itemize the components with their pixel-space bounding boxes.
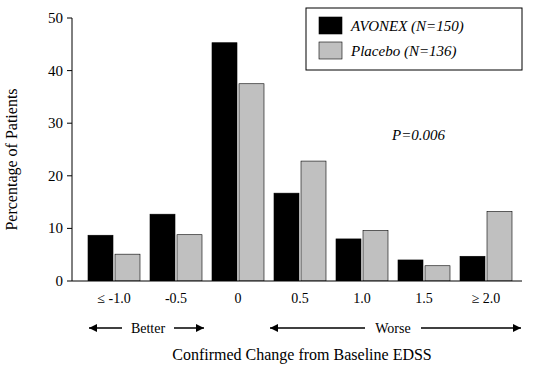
- legend-box: [306, 8, 522, 70]
- bar: [398, 260, 423, 281]
- x-tick-label: 1.5: [415, 291, 433, 306]
- bar: [487, 212, 512, 281]
- legend-swatch: [319, 42, 342, 59]
- x-tick-label: 1.0: [353, 291, 371, 306]
- y-tick-label: 10: [48, 220, 63, 236]
- arrow-head: [196, 324, 204, 332]
- legend-label: Placebo (N=136): [350, 43, 457, 60]
- x-axis: [72, 281, 522, 282]
- bar: [239, 84, 264, 281]
- chart: 0 10 20 30 40 50 ≤ -1.0 -0.5 0 0.5 1.0 1.5 ≥ 2.0 Conf…: [0, 0, 537, 368]
- x-tick-label: -0.5: [165, 291, 187, 306]
- y-axis-label: Percentage of Patients: [3, 88, 21, 230]
- y-axis: [72, 18, 73, 281]
- bar: [336, 239, 361, 281]
- bar: [150, 214, 175, 281]
- bar: [212, 43, 237, 281]
- y-tick: [67, 123, 72, 124]
- bar: [425, 266, 450, 281]
- arrow-head: [270, 324, 278, 332]
- annotation: Worse: [375, 321, 410, 336]
- p-value: P=0.006: [391, 127, 446, 143]
- legend-label: AVONEX (N=150): [350, 18, 464, 35]
- arrow-head: [513, 324, 521, 332]
- bar: [301, 161, 326, 281]
- bar: [177, 235, 202, 281]
- bar: [88, 235, 113, 281]
- bar: [274, 193, 299, 281]
- legend: AVONEX (N=150) Placebo (N=136): [306, 8, 522, 70]
- x-tick-label: ≥ 2.0: [472, 291, 501, 306]
- x-tick-label: 0: [235, 291, 242, 306]
- bars: [88, 43, 512, 281]
- y-tick-label: 20: [48, 168, 63, 184]
- annotation: Better: [131, 321, 166, 336]
- bar: [363, 231, 388, 281]
- y-tick: [67, 18, 72, 19]
- y-tick: [67, 175, 72, 176]
- legend-swatch: [319, 17, 342, 34]
- x-tick-label: ≤ -1.0: [97, 291, 130, 306]
- x-tick-label: 0.5: [291, 291, 309, 306]
- y-tick-label: 50: [48, 10, 63, 26]
- y-tick-label: 40: [48, 63, 63, 79]
- arrow-head: [89, 324, 97, 332]
- y-tick-label: 0: [56, 273, 64, 289]
- y-tick: [67, 70, 72, 71]
- y-tick: [67, 281, 72, 282]
- x-axis-label: Confirmed Change from Baseline EDSS: [172, 346, 432, 364]
- bar: [460, 256, 485, 281]
- y-tick-label: 30: [48, 115, 63, 131]
- label-bg: [365, 318, 421, 336]
- y-tick: [67, 228, 72, 229]
- bar: [115, 254, 140, 281]
- label-bg: [122, 318, 174, 336]
